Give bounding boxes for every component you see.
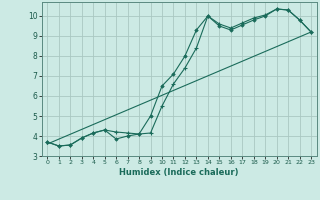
X-axis label: Humidex (Indice chaleur): Humidex (Indice chaleur) [119,168,239,177]
